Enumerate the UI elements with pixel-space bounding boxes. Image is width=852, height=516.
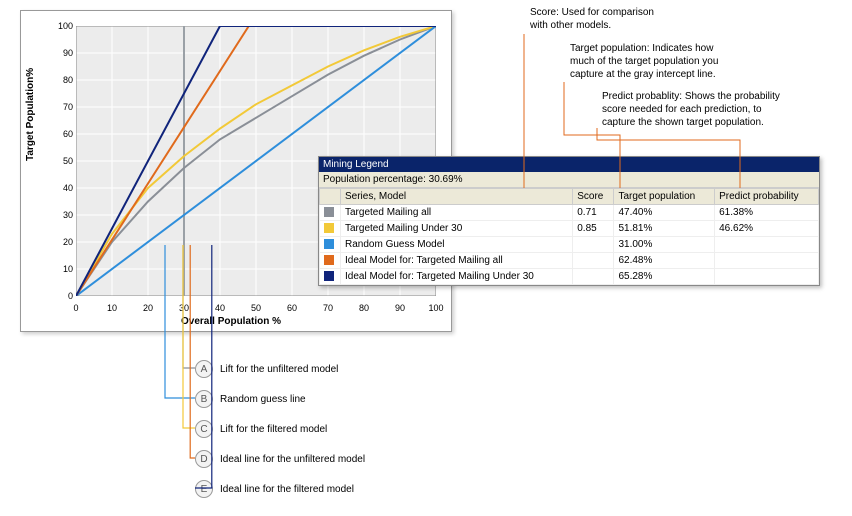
y-tick: 10 (51, 264, 73, 274)
x-tick: 70 (318, 303, 338, 313)
x-tick: 20 (138, 303, 158, 313)
x-tick: 0 (66, 303, 86, 313)
legend-row-score: 0.71 (573, 205, 614, 221)
legend-col-series: Series, Model (341, 189, 573, 205)
legend-subtitle: Population percentage: 30.69% (319, 172, 819, 188)
x-tick: 40 (210, 303, 230, 313)
legend-row-predict (715, 269, 819, 285)
legend-row-predict (715, 237, 819, 253)
legend-row-target: 62.48% (614, 253, 715, 269)
legend-row-score: 0.85 (573, 221, 614, 237)
legend-row-predict (715, 253, 819, 269)
x-tick: 30 (174, 303, 194, 313)
legend-row-score (573, 237, 614, 253)
legend-row-label: Targeted Mailing all (341, 205, 573, 221)
legend-col-target: Target population (614, 189, 715, 205)
y-tick: 90 (51, 48, 73, 58)
annotation-letter: C (195, 420, 213, 438)
annotation-label: Lift for the unfiltered model (220, 364, 338, 375)
legend-row-label: Random Guess Model (341, 237, 573, 253)
legend-row-score (573, 253, 614, 269)
x-tick: 10 (102, 303, 122, 313)
annotation-letter: B (195, 390, 213, 408)
x-tick: 60 (282, 303, 302, 313)
y-axis-label: Target Population% (25, 68, 36, 161)
legend-col-score: Score (573, 189, 614, 205)
legend-col-swatch (320, 189, 341, 205)
callout-score: Score: Used for comparison with other mo… (530, 6, 654, 32)
x-tick: 50 (246, 303, 266, 313)
legend-row: Targeted Mailing all 0.71 47.40% 61.38% (320, 205, 819, 221)
y-tick: 70 (51, 102, 73, 112)
mining-legend-panel: Mining Legend Population percentage: 30.… (318, 156, 820, 286)
legend-title: Mining Legend (319, 157, 819, 172)
y-tick: 40 (51, 183, 73, 193)
y-tick: 60 (51, 129, 73, 139)
legend-row-target: 65.28% (614, 269, 715, 285)
legend-row-label: Ideal Model for: Targeted Mailing Under … (341, 269, 573, 285)
y-tick: 30 (51, 210, 73, 220)
annotation-row: E Ideal line for the filtered model (195, 480, 354, 498)
legend-row-predict: 61.38% (715, 205, 819, 221)
callout-predict: Predict probablity: Shows the probabilit… (602, 90, 780, 129)
y-tick: 0 (51, 291, 73, 301)
legend-row-target: 47.40% (614, 205, 715, 221)
annotation-letter: D (195, 450, 213, 468)
legend-table: Series, Model Score Target population Pr… (319, 188, 819, 285)
legend-row: Targeted Mailing Under 30 0.85 51.81% 46… (320, 221, 819, 237)
annotation-row: D Ideal line for the unfiltered model (195, 450, 365, 468)
x-tick: 100 (426, 303, 446, 313)
legend-row: Ideal Model for: Targeted Mailing all 62… (320, 253, 819, 269)
y-tick: 80 (51, 75, 73, 85)
legend-row: Random Guess Model 31.00% (320, 237, 819, 253)
annotation-label: Ideal line for the unfiltered model (220, 454, 365, 465)
x-tick: 80 (354, 303, 374, 313)
legend-row-target: 31.00% (614, 237, 715, 253)
y-tick: 100 (51, 21, 73, 31)
callout-target-pop: Target population: Indicates how much of… (570, 42, 718, 81)
legend-row-label: Targeted Mailing Under 30 (341, 221, 573, 237)
legend-row-predict: 46.62% (715, 221, 819, 237)
annotation-label: Ideal line for the filtered model (220, 484, 354, 495)
legend-row-label: Ideal Model for: Targeted Mailing all (341, 253, 573, 269)
legend-col-predict: Predict probability (715, 189, 819, 205)
annotation-row: C Lift for the filtered model (195, 420, 327, 438)
legend-row-target: 51.81% (614, 221, 715, 237)
annotation-letter: A (195, 360, 213, 378)
legend-row: Ideal Model for: Targeted Mailing Under … (320, 269, 819, 285)
annotation-letter: E (195, 480, 213, 498)
annotation-label: Lift for the filtered model (220, 424, 327, 435)
y-tick: 50 (51, 156, 73, 166)
x-tick: 90 (390, 303, 410, 313)
annotation-row: B Random guess line (195, 390, 306, 408)
legend-row-score (573, 269, 614, 285)
annotation-row: A Lift for the unfiltered model (195, 360, 338, 378)
y-tick: 20 (51, 237, 73, 247)
annotation-label: Random guess line (220, 394, 306, 405)
x-axis-label: Overall Population % (181, 316, 281, 327)
